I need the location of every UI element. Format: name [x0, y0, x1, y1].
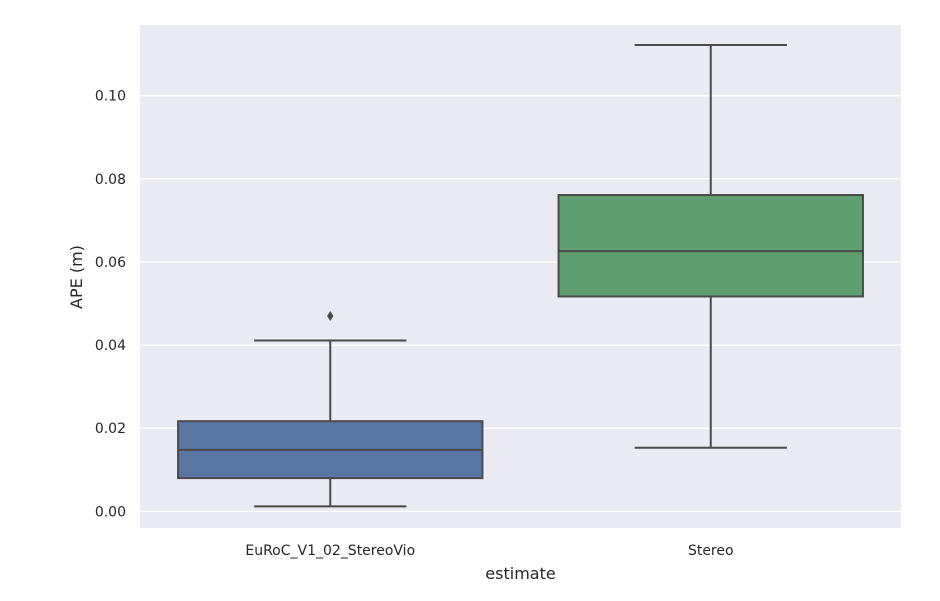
y-axis-label: APE (m) [67, 245, 86, 309]
box-0 [177, 310, 484, 508]
y-tick-labels: 0.00 0.02 0.04 0.06 0.08 0.10 [95, 89, 126, 521]
outlier-point [327, 310, 334, 321]
y-tick-label: 0.10 [95, 89, 126, 105]
x-tick-labels: EuRoC_V1_02_StereoVio Stereo [245, 543, 733, 559]
x-tick-label: EuRoC_V1_02_StereoVio [245, 543, 415, 559]
y-tick-label: 0.08 [95, 172, 126, 188]
y-tick-label: 0.00 [95, 504, 126, 520]
y-tick-label: 0.04 [95, 338, 126, 354]
iqr-box [557, 194, 864, 298]
x-tick-label: Stereo [688, 543, 734, 559]
x-axis-label: estimate [485, 564, 555, 583]
y-tick-label: 0.06 [95, 255, 126, 271]
boxes-group [177, 43, 864, 508]
y-tick-label: 0.02 [95, 421, 126, 437]
box-1 [557, 43, 864, 449]
